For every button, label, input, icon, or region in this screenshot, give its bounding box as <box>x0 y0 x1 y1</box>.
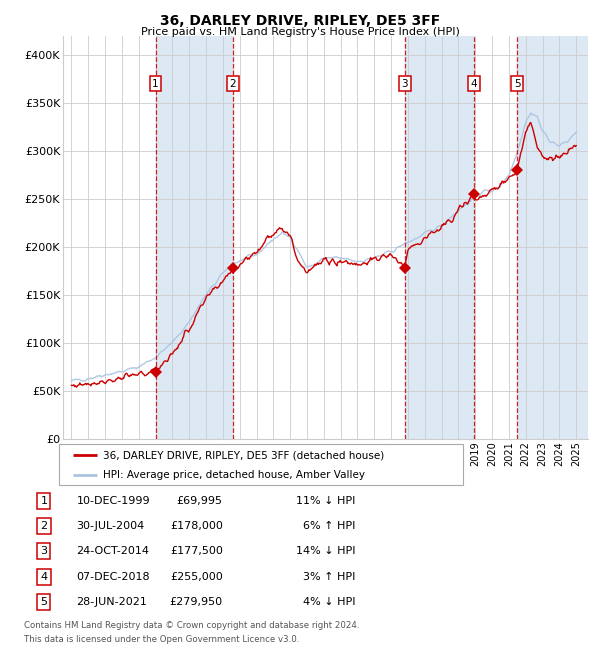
Text: 1: 1 <box>40 496 47 506</box>
Text: 30-JUL-2004: 30-JUL-2004 <box>76 521 145 531</box>
Text: 4: 4 <box>471 79 478 89</box>
Text: 14% ↓ HPI: 14% ↓ HPI <box>296 547 355 556</box>
Text: 3% ↑ HPI: 3% ↑ HPI <box>303 572 355 582</box>
Bar <box>517 36 588 439</box>
Text: £177,500: £177,500 <box>170 547 223 556</box>
Text: 3: 3 <box>401 79 408 89</box>
Text: £255,000: £255,000 <box>170 572 223 582</box>
Text: 1: 1 <box>152 79 159 89</box>
FancyBboxPatch shape <box>59 443 463 485</box>
Text: £178,000: £178,000 <box>170 521 223 531</box>
Text: 24-OCT-2014: 24-OCT-2014 <box>76 547 149 556</box>
Bar <box>405 36 474 439</box>
Text: £279,950: £279,950 <box>170 597 223 607</box>
Text: 6% ↑ HPI: 6% ↑ HPI <box>303 521 355 531</box>
Text: 2: 2 <box>229 79 236 89</box>
Text: 10-DEC-1999: 10-DEC-1999 <box>76 496 150 506</box>
Text: 28-JUN-2021: 28-JUN-2021 <box>76 597 148 607</box>
Text: 36, DARLEY DRIVE, RIPLEY, DE5 3FF (detached house): 36, DARLEY DRIVE, RIPLEY, DE5 3FF (detac… <box>103 450 384 460</box>
Text: 5: 5 <box>514 79 520 89</box>
Text: 2: 2 <box>40 521 47 531</box>
Text: Contains HM Land Registry data © Crown copyright and database right 2024.: Contains HM Land Registry data © Crown c… <box>24 621 359 630</box>
Text: This data is licensed under the Open Government Licence v3.0.: This data is licensed under the Open Gov… <box>24 634 299 644</box>
Text: 07-DEC-2018: 07-DEC-2018 <box>76 572 150 582</box>
Text: 4% ↓ HPI: 4% ↓ HPI <box>303 597 355 607</box>
Text: Price paid vs. HM Land Registry's House Price Index (HPI): Price paid vs. HM Land Registry's House … <box>140 27 460 37</box>
Text: HPI: Average price, detached house, Amber Valley: HPI: Average price, detached house, Ambe… <box>103 471 365 480</box>
Text: 36, DARLEY DRIVE, RIPLEY, DE5 3FF: 36, DARLEY DRIVE, RIPLEY, DE5 3FF <box>160 14 440 29</box>
Text: £69,995: £69,995 <box>177 496 223 506</box>
Bar <box>155 36 233 439</box>
Text: 3: 3 <box>40 547 47 556</box>
Text: 5: 5 <box>40 597 47 607</box>
Text: 11% ↓ HPI: 11% ↓ HPI <box>296 496 355 506</box>
Text: 4: 4 <box>40 572 47 582</box>
